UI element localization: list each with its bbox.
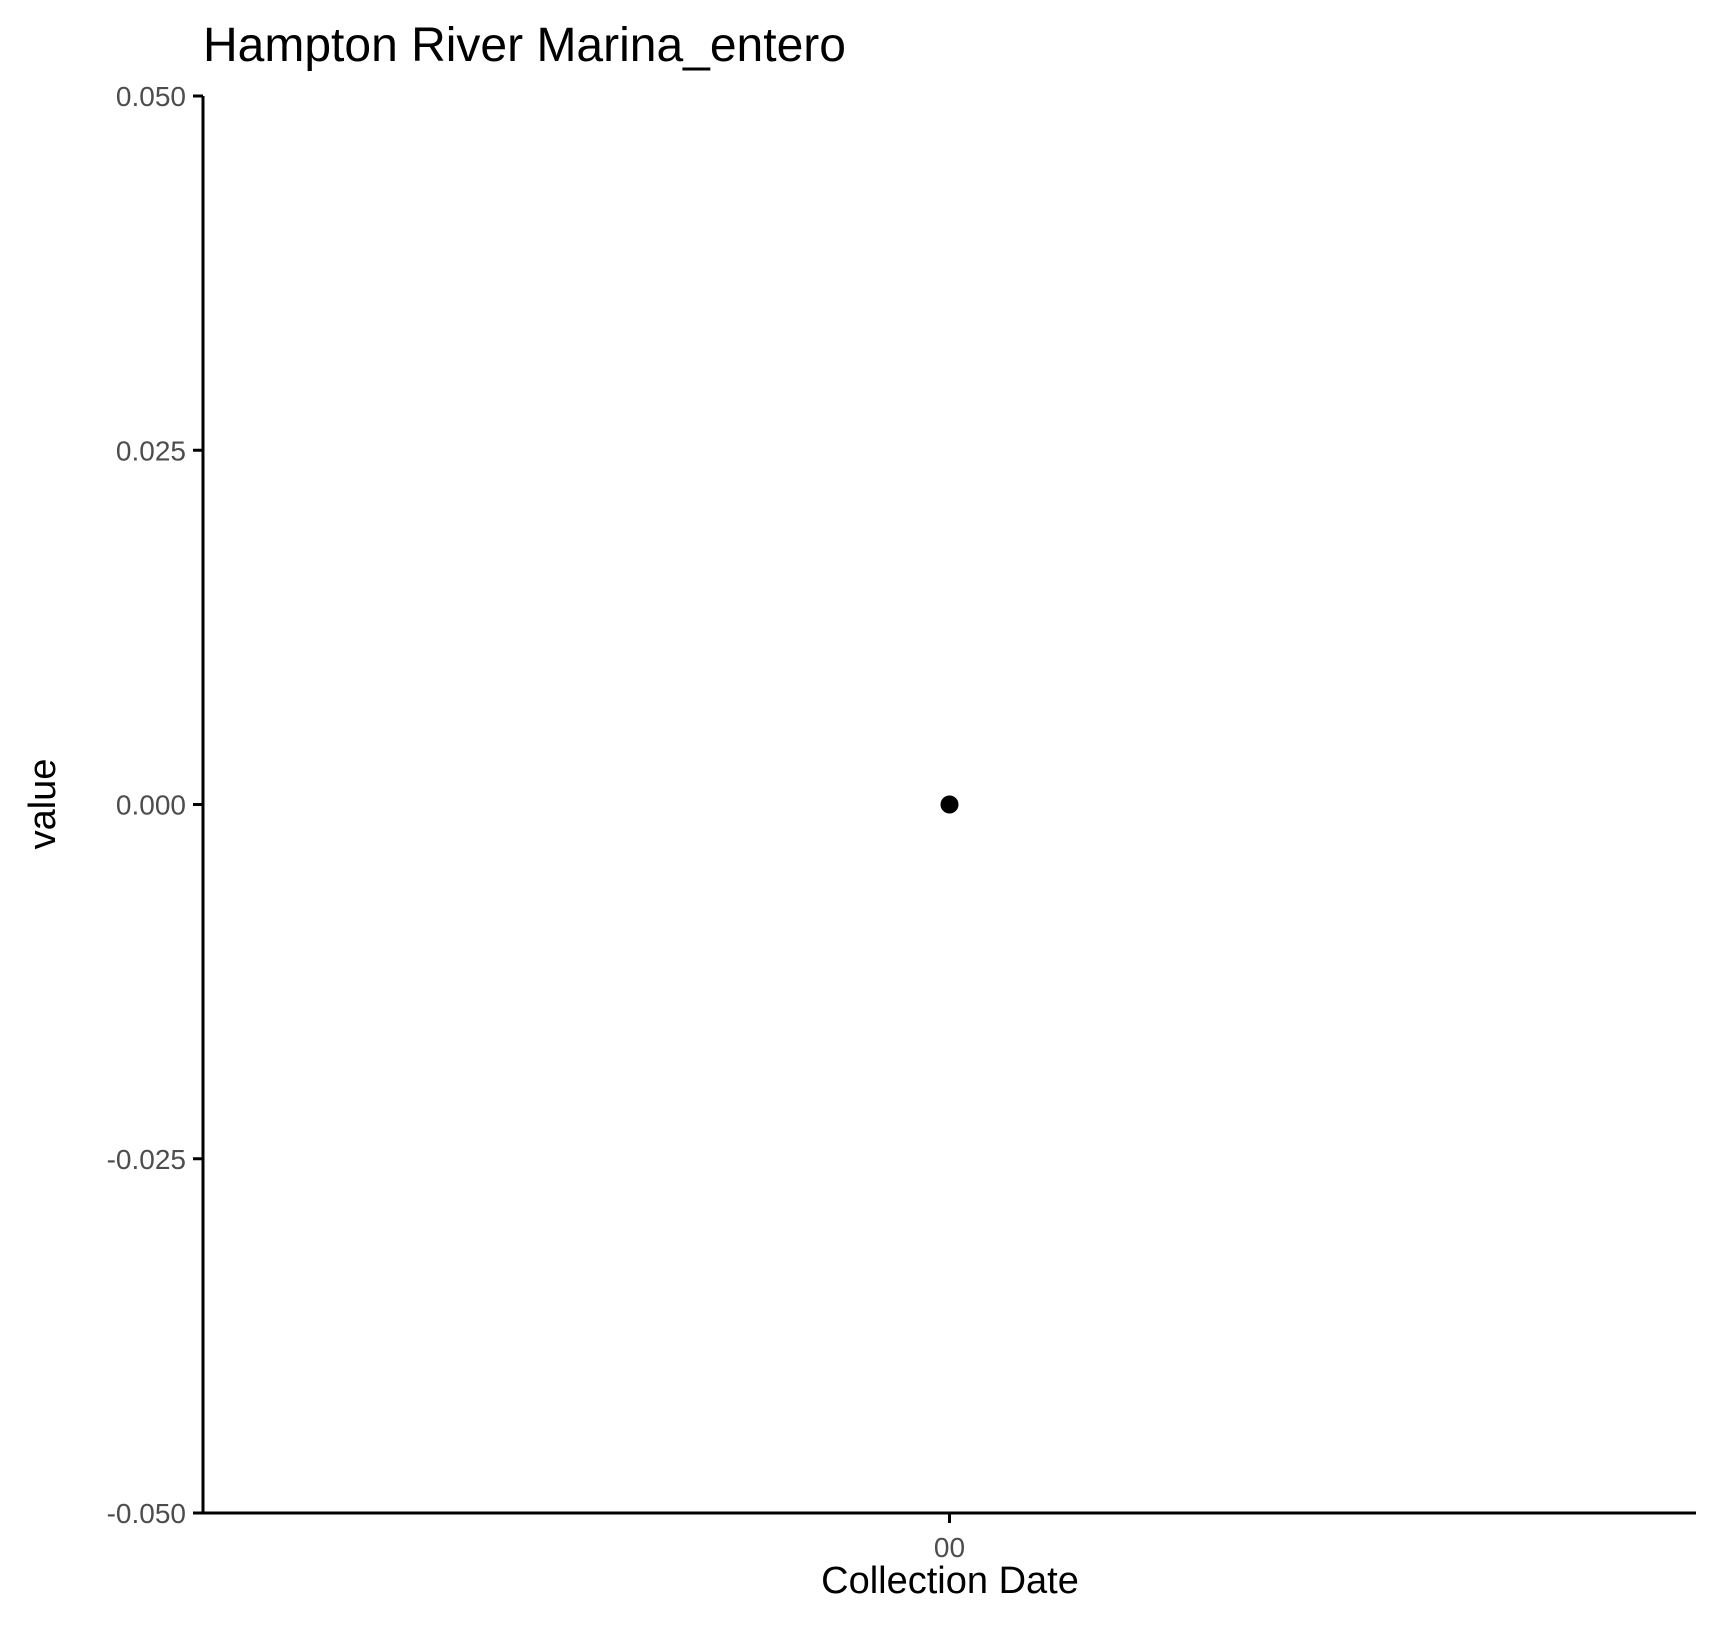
x-axis-title: Collection Date (821, 1560, 1079, 1602)
y-tick-label: -0.025 (107, 1144, 186, 1175)
y-tick-label: -0.050 (107, 1498, 186, 1529)
y-tick-label: 0.050 (116, 81, 186, 112)
y-axis-ticks: 0.050 0.025 0.000 -0.025 -0.050 (107, 81, 203, 1529)
chart-title: Hampton River Marina_entero (203, 19, 846, 72)
x-tick-label: 00 (934, 1532, 965, 1563)
y-axis: 0.050 0.025 0.000 -0.025 -0.050 (107, 81, 205, 1529)
y-tick-label: 0.025 (116, 435, 186, 466)
data-points (940, 795, 959, 814)
y-tick-label: 0.000 (116, 790, 186, 821)
y-axis-title: value (22, 759, 64, 850)
x-axis-ticks: 00 (934, 1513, 965, 1563)
data-point (940, 795, 959, 814)
x-axis: 00 (203, 1511, 1696, 1563)
